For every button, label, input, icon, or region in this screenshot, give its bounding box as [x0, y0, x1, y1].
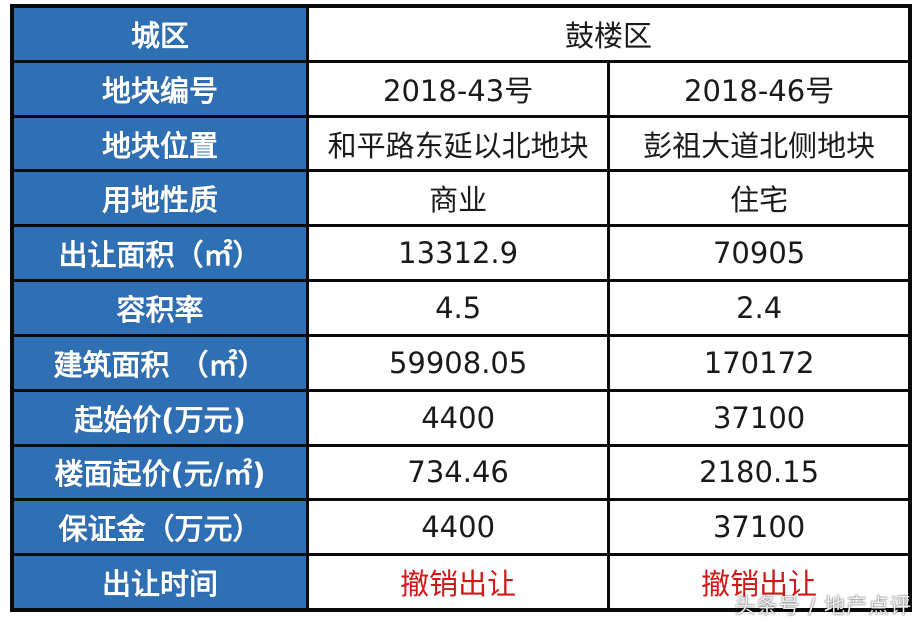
cell-parcel-b: 170172: [607, 333, 912, 392]
cell-parcel-a: 商业: [305, 169, 611, 228]
row-label: 保证金（万元）: [10, 498, 309, 557]
row-label: 出让面积（㎡）: [10, 224, 309, 283]
cancel-status-b: 撤销出让: [607, 553, 912, 612]
row-label: 楼面起价(元/㎡): [10, 443, 309, 502]
table-row-location: 地块位置 和平路东延以北地块 彭祖大道北侧地块: [10, 114, 912, 173]
cancel-status-a: 撤销出让: [305, 553, 611, 612]
cell-parcel-a: 和平路东延以北地块: [305, 114, 611, 173]
cell-parcel-b: 37100: [607, 388, 912, 447]
land-auction-table: 城区 鼓楼区 地块编号 2018-43号 2018-46号 地块位置 和平路东延…: [10, 4, 912, 612]
cell-parcel-a: 4400: [305, 388, 611, 447]
row-label: 容积率: [10, 279, 309, 337]
row-label: 地块编号: [10, 59, 309, 118]
cell-parcel-b: 彭祖大道北侧地块: [607, 114, 912, 173]
watermark: 头条号 / 地产点评: [734, 594, 912, 618]
cell-parcel-b: 70905: [607, 224, 912, 283]
cell-parcel-b: 2180.15: [607, 443, 912, 502]
cell-parcel-b: 2.4: [607, 279, 912, 337]
table-row-transfer-area: 出让面积（㎡） 13312.9 70905: [10, 224, 912, 283]
table-row-starting-price: 起始价(万元) 4400 37100: [10, 388, 912, 447]
table-row-building-area: 建筑面积 （㎡） 59908.05 170172: [10, 333, 912, 392]
cell-parcel-b: 住宅: [607, 169, 912, 228]
table-row-land-use: 用地性质 商业 住宅: [10, 169, 912, 228]
row-label: 出让时间: [10, 553, 309, 612]
table-row-deposit: 保证金（万元） 4400 37100: [10, 498, 912, 557]
row-label: 建筑面积 （㎡）: [10, 333, 309, 392]
table-row-district: 城区 鼓楼区: [10, 4, 912, 63]
table-row-floor-price: 楼面起价(元/㎡) 734.46 2180.15: [10, 443, 912, 502]
district-value: 鼓楼区: [306, 4, 912, 63]
table-row-plot-ratio: 容积率 4.5 2.4: [10, 279, 912, 337]
row-label: 城区: [10, 4, 309, 63]
row-label: 用地性质: [10, 169, 309, 228]
row-label: 起始价(万元): [10, 388, 309, 447]
cell-parcel-a: 13312.9: [305, 224, 611, 283]
row-label: 地块位置: [10, 114, 309, 173]
cell-parcel-a: 4.5: [305, 279, 611, 337]
cell-parcel-a: 4400: [305, 498, 611, 557]
table-row-parcel-number: 地块编号 2018-43号 2018-46号: [10, 59, 912, 118]
cell-parcel-a: 59908.05: [305, 333, 611, 392]
cell-parcel-a: 734.46: [305, 443, 611, 502]
table-row-transfer-time: 出让时间 撤销出让 撤销出让: [10, 553, 912, 612]
cell-parcel-b: 2018-46号: [607, 59, 912, 118]
cell-parcel-b: 37100: [607, 498, 912, 557]
cell-parcel-a: 2018-43号: [305, 59, 611, 118]
